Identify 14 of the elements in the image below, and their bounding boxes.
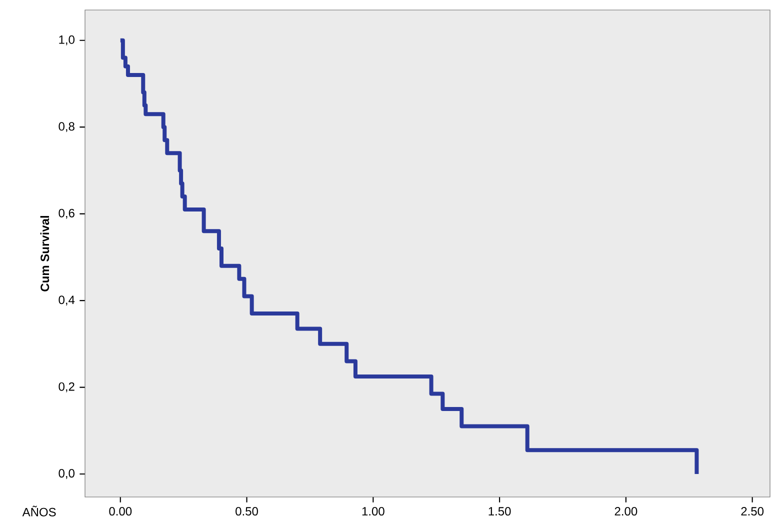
y-tick-label: 0,8 <box>58 122 74 132</box>
x-tick-label: 2.00 <box>614 507 638 516</box>
x-tick-label: 2.50 <box>741 507 764 516</box>
y-tick-label: 0,4 <box>58 296 75 306</box>
x-tick-label: 0.50 <box>236 507 258 516</box>
y-axis-title: Cum Survival <box>40 216 50 292</box>
y-tick-label: 0,2 <box>58 382 74 392</box>
x-tick-label: 1.50 <box>488 507 511 516</box>
y-tick-label: 1,0 <box>59 35 74 46</box>
y-tick-label: 0,0 <box>58 469 74 479</box>
x-tick-label: 0.00 <box>109 507 132 516</box>
x-axis-title: AÑOS <box>22 506 56 516</box>
x-tick-label: 1.00 <box>362 507 384 516</box>
y-tick-label: 0,6 <box>58 208 74 219</box>
